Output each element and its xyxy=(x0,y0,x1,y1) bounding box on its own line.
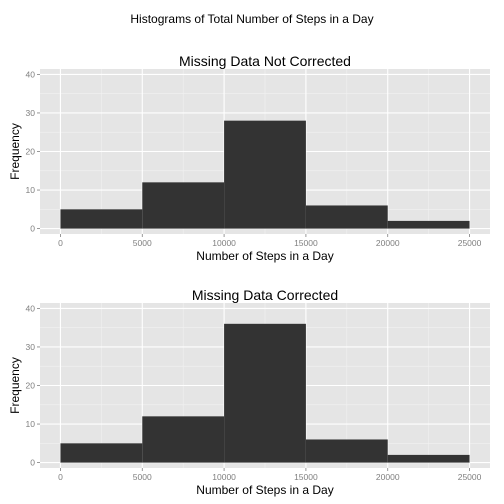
y-tick-label: 20 xyxy=(26,381,36,391)
x-tick-label: 5000 xyxy=(133,238,152,248)
x-tick-label: 10000 xyxy=(212,238,236,248)
y-tick-label: 40 xyxy=(26,303,36,313)
histogram-bar xyxy=(60,209,143,229)
chart-title: Missing Data Corrected xyxy=(192,287,338,303)
histogram-bar xyxy=(224,323,306,463)
histogram-bar xyxy=(387,220,470,229)
x-axis-label: Number of Steps in a Day xyxy=(196,249,333,263)
y-axis-label: Frequency xyxy=(8,123,22,180)
x-tick-label: 10000 xyxy=(212,472,236,482)
x-tick-label: 25000 xyxy=(458,238,482,248)
y-tick-label: 0 xyxy=(30,458,35,468)
histogram-bar xyxy=(387,454,470,463)
x-tick-label: 20000 xyxy=(376,238,400,248)
x-axis-label: Number of Steps in a Day xyxy=(196,483,333,497)
chart-title: Missing Data Not Corrected xyxy=(179,53,351,69)
histogram-bar xyxy=(224,120,306,229)
x-tick-label: 15000 xyxy=(294,238,318,248)
histogram-bar xyxy=(305,439,388,463)
panel-not-corrected: 0 5000 10000 15000 20000 25000 0 10 20 30 40 Missin… xyxy=(8,53,490,263)
x-tick-label: 0 xyxy=(58,238,63,248)
y-tick-label: 0 xyxy=(30,224,35,234)
figure-title: Histograms of Total Number of Steps in a… xyxy=(130,12,373,26)
y-tick-label: 30 xyxy=(26,108,36,118)
histogram-bar xyxy=(142,182,225,229)
x-tick-label: 20000 xyxy=(376,472,400,482)
y-tick-label: 30 xyxy=(26,342,36,352)
x-tick-label: 25000 xyxy=(458,472,482,482)
y-tick-label: 10 xyxy=(26,185,36,195)
y-axis-label: Frequency xyxy=(8,357,22,414)
panel-corrected: 0 5000 10000 15000 20000 25000 0 10 20 30 40 Missin… xyxy=(8,287,490,497)
x-tick-label: 0 xyxy=(58,472,63,482)
histogram-bar xyxy=(142,416,225,463)
histogram-bar xyxy=(60,443,143,463)
y-tick-label: 10 xyxy=(26,419,36,429)
histogram-bar xyxy=(305,205,388,229)
y-tick-label: 20 xyxy=(26,147,36,157)
x-tick-label: 15000 xyxy=(294,472,318,482)
y-tick-label: 40 xyxy=(26,69,36,79)
x-tick-label: 5000 xyxy=(133,472,152,482)
